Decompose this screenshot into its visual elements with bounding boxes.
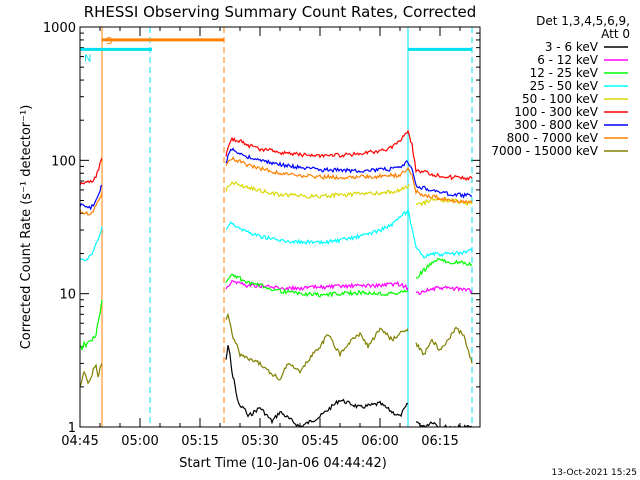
chart-title: RHESSI Observing Summary Count Rates, Co… [84, 3, 477, 21]
footer-date: 13-Oct-2021 15:25 [552, 468, 637, 478]
series-line [80, 363, 103, 387]
x-tick-label: 05:45 [301, 434, 338, 449]
legend-entry-label: 100 - 300 keV [514, 105, 598, 119]
x-axis-label: Start Time (10-Jan-06 04:44:42) [179, 456, 387, 471]
series-line [80, 299, 103, 352]
x-tick-label: 04:45 [61, 434, 98, 449]
series-line [225, 273, 409, 298]
y-tick-labels: 1 10 100 1000 [43, 21, 76, 436]
legend-entry-label: 25 - 50 keV [530, 79, 599, 93]
legend-entry-label: 800 - 7000 keV [507, 131, 599, 145]
series-line [225, 279, 409, 292]
series-line [415, 421, 473, 427]
series-line [415, 285, 473, 296]
legend-entry-label: 12 - 25 keV [530, 66, 599, 80]
y-tick-label: 1000 [43, 21, 76, 36]
series-line [225, 129, 473, 182]
series-line [225, 180, 410, 199]
legend-header: Att 0 [601, 27, 630, 41]
series-line [225, 345, 408, 427]
legend-entry-label: 3 - 6 keV [545, 40, 599, 54]
plot-frame [79, 26, 481, 428]
x-tick-label: 06:15 [421, 434, 458, 449]
flag-bars: SN [80, 36, 472, 64]
legend-entry-label: 300 - 800 keV [514, 118, 598, 132]
axis-ticks [79, 26, 480, 428]
y-tick-label: 100 [51, 154, 76, 169]
series-line [80, 157, 103, 186]
flag-label: N [84, 53, 91, 64]
series-line [80, 191, 103, 216]
series-line [225, 147, 473, 199]
series-line [225, 312, 409, 381]
series-line [80, 226, 103, 262]
x-tick-label: 05:00 [121, 434, 158, 449]
flag-label: S [106, 36, 112, 47]
y-axis-label: Corrected Count Rate (s⁻¹ detector⁻¹) [19, 105, 34, 350]
series-line [225, 207, 473, 259]
legend-entry-label: 50 - 100 keV [522, 92, 599, 106]
y-tick-label: 10 [59, 288, 76, 303]
x-tick-label: 06:00 [361, 434, 398, 449]
x-tick-label: 05:15 [181, 434, 218, 449]
x-tick-label: 05:30 [241, 434, 278, 449]
legend-entry-label: 7000 - 15000 keV [491, 144, 598, 158]
series-line [415, 258, 473, 279]
legend-header: Det 1,3,4,5,6,9, [536, 14, 630, 28]
vertical-markers [101, 27, 473, 427]
series-line [415, 326, 473, 364]
x-tick-labels: 04:45 05:00 05:15 05:30 05:45 06:00 06:15 [61, 434, 458, 449]
series-line [80, 184, 103, 211]
legend-entry-label: 6 - 12 keV [537, 53, 599, 67]
series-lines [80, 129, 473, 427]
series-line [225, 156, 473, 205]
y-tick-label: 1 [68, 421, 76, 436]
